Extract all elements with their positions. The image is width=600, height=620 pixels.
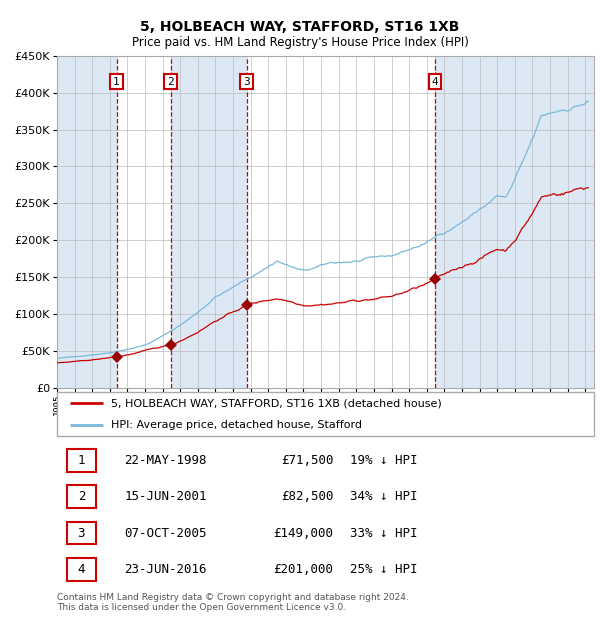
FancyBboxPatch shape (57, 392, 594, 436)
Text: 33% ↓ HPI: 33% ↓ HPI (350, 526, 417, 539)
Text: 22-MAY-1998: 22-MAY-1998 (124, 454, 206, 467)
Text: 4: 4 (432, 77, 439, 87)
Text: 5, HOLBEACH WAY, STAFFORD, ST16 1XB (detached house): 5, HOLBEACH WAY, STAFFORD, ST16 1XB (det… (111, 398, 442, 409)
Text: 34% ↓ HPI: 34% ↓ HPI (350, 490, 417, 503)
Text: 3: 3 (77, 526, 85, 539)
FancyBboxPatch shape (67, 485, 96, 508)
Text: £71,500: £71,500 (281, 454, 334, 467)
Text: Contains HM Land Registry data © Crown copyright and database right 2024.
This d: Contains HM Land Registry data © Crown c… (57, 593, 409, 612)
Text: £201,000: £201,000 (274, 563, 334, 576)
Bar (116, 56, 170, 388)
FancyBboxPatch shape (67, 449, 96, 472)
Text: £82,500: £82,500 (281, 490, 334, 503)
Text: 2: 2 (167, 77, 174, 87)
Text: 19% ↓ HPI: 19% ↓ HPI (350, 454, 417, 467)
Text: 1: 1 (77, 454, 85, 467)
Text: 23-JUN-2016: 23-JUN-2016 (124, 563, 206, 576)
Text: 15-JUN-2001: 15-JUN-2001 (124, 490, 206, 503)
Bar (57, 56, 116, 388)
Text: 1: 1 (113, 77, 120, 87)
Text: 3: 3 (243, 77, 250, 87)
Text: 25% ↓ HPI: 25% ↓ HPI (350, 563, 417, 576)
Text: 5, HOLBEACH WAY, STAFFORD, ST16 1XB: 5, HOLBEACH WAY, STAFFORD, ST16 1XB (140, 20, 460, 35)
Text: 07-OCT-2005: 07-OCT-2005 (124, 526, 206, 539)
FancyBboxPatch shape (67, 522, 96, 544)
Text: 2: 2 (77, 490, 85, 503)
Text: £149,000: £149,000 (274, 526, 334, 539)
Bar (247, 56, 435, 388)
Bar (170, 56, 247, 388)
FancyBboxPatch shape (67, 558, 96, 581)
Text: HPI: Average price, detached house, Stafford: HPI: Average price, detached house, Staf… (111, 420, 362, 430)
Text: Price paid vs. HM Land Registry's House Price Index (HPI): Price paid vs. HM Land Registry's House … (131, 36, 469, 49)
Bar (435, 56, 594, 388)
Text: 4: 4 (77, 563, 85, 576)
